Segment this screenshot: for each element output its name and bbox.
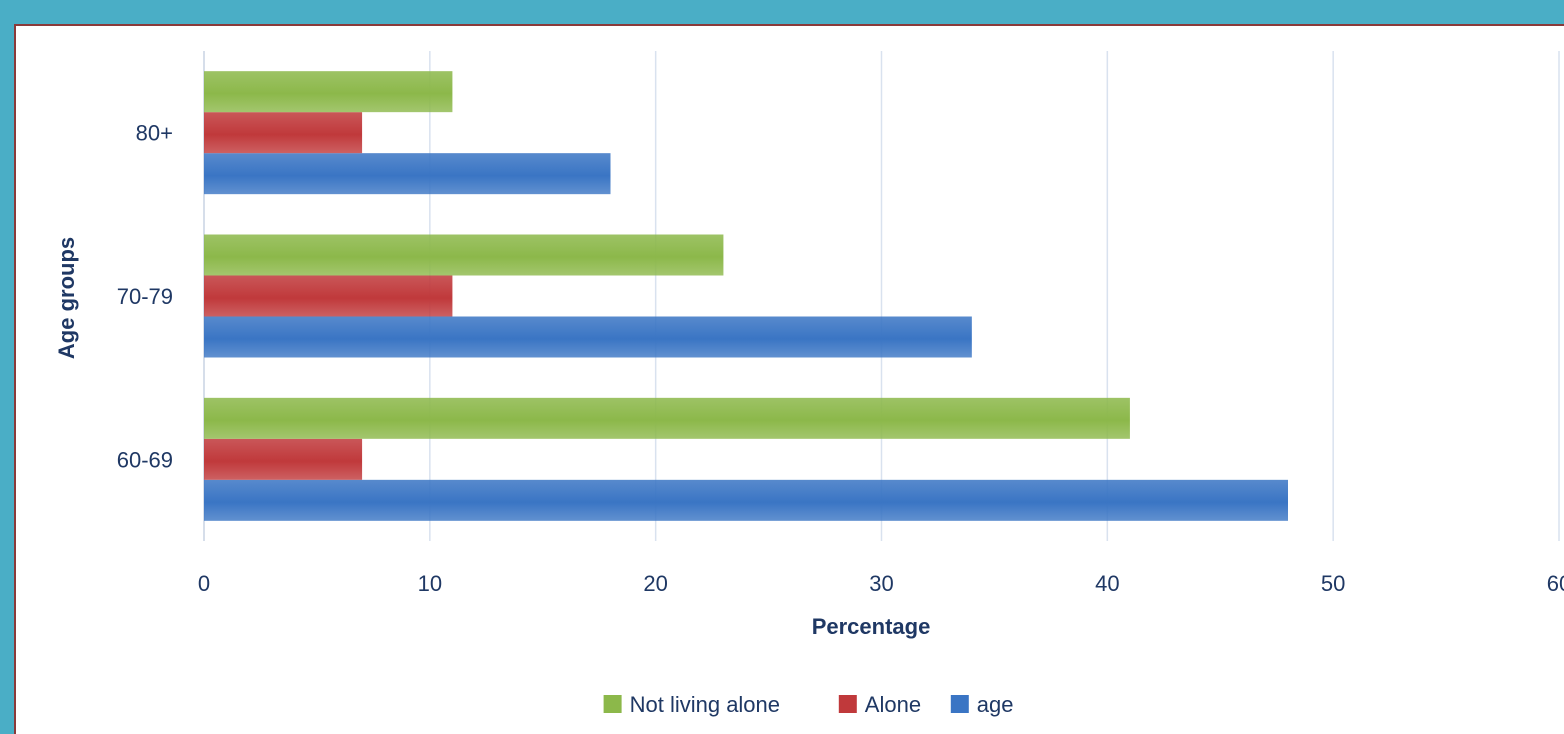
legend-swatch <box>950 695 969 713</box>
bar-not-living-alone-70-79 <box>204 234 724 276</box>
bar-age-70-79 <box>204 316 972 358</box>
bar-alone-70-79 <box>204 275 453 317</box>
x-tick-label: 10 <box>418 571 442 596</box>
y-axis-title: Age groups <box>54 237 79 359</box>
bar-not-living-alone-60-69 <box>204 397 1130 439</box>
x-axis-ticks: 0 10 20 30 40 50 60 <box>198 571 1564 596</box>
y-tick-label: 80+ <box>136 121 173 146</box>
bar-not-living-alone-80+ <box>204 71 453 113</box>
y-tick-label: 70-79 <box>117 284 173 309</box>
legend-swatch <box>838 695 857 713</box>
bar-chart: 0 10 20 30 40 50 60 60-69 70-79 80+ Percentage A… <box>54 51 1564 717</box>
x-tick-label: 60 <box>1547 571 1564 596</box>
bar-alone-80+ <box>204 112 363 154</box>
x-tick-label: 0 <box>198 571 210 596</box>
bar-age-60-69 <box>204 479 1288 521</box>
legend-label: Alone <box>865 692 921 717</box>
x-tick-label: 30 <box>869 571 893 596</box>
x-tick-label: 50 <box>1321 571 1345 596</box>
legend-swatch <box>603 695 622 713</box>
grid-lines <box>203 51 1560 541</box>
bar-alone-60-69 <box>204 438 363 480</box>
legend-label: Not living alone <box>630 692 780 717</box>
chart-panel: 0 10 20 30 40 50 60 60-69 70-79 80+ Percentage A… <box>14 24 1564 734</box>
legend-label: age <box>977 692 1014 717</box>
y-tick-label: 60-69 <box>117 447 173 472</box>
legend: Not living alone Alone age <box>603 692 1014 717</box>
x-tick-label: 40 <box>1095 571 1119 596</box>
x-axis-title: Percentage <box>812 614 931 639</box>
bar-age-80+ <box>204 153 611 195</box>
x-tick-label: 20 <box>643 571 667 596</box>
bars <box>204 71 1288 521</box>
y-axis-ticks: 60-69 70-79 80+ <box>117 121 173 473</box>
